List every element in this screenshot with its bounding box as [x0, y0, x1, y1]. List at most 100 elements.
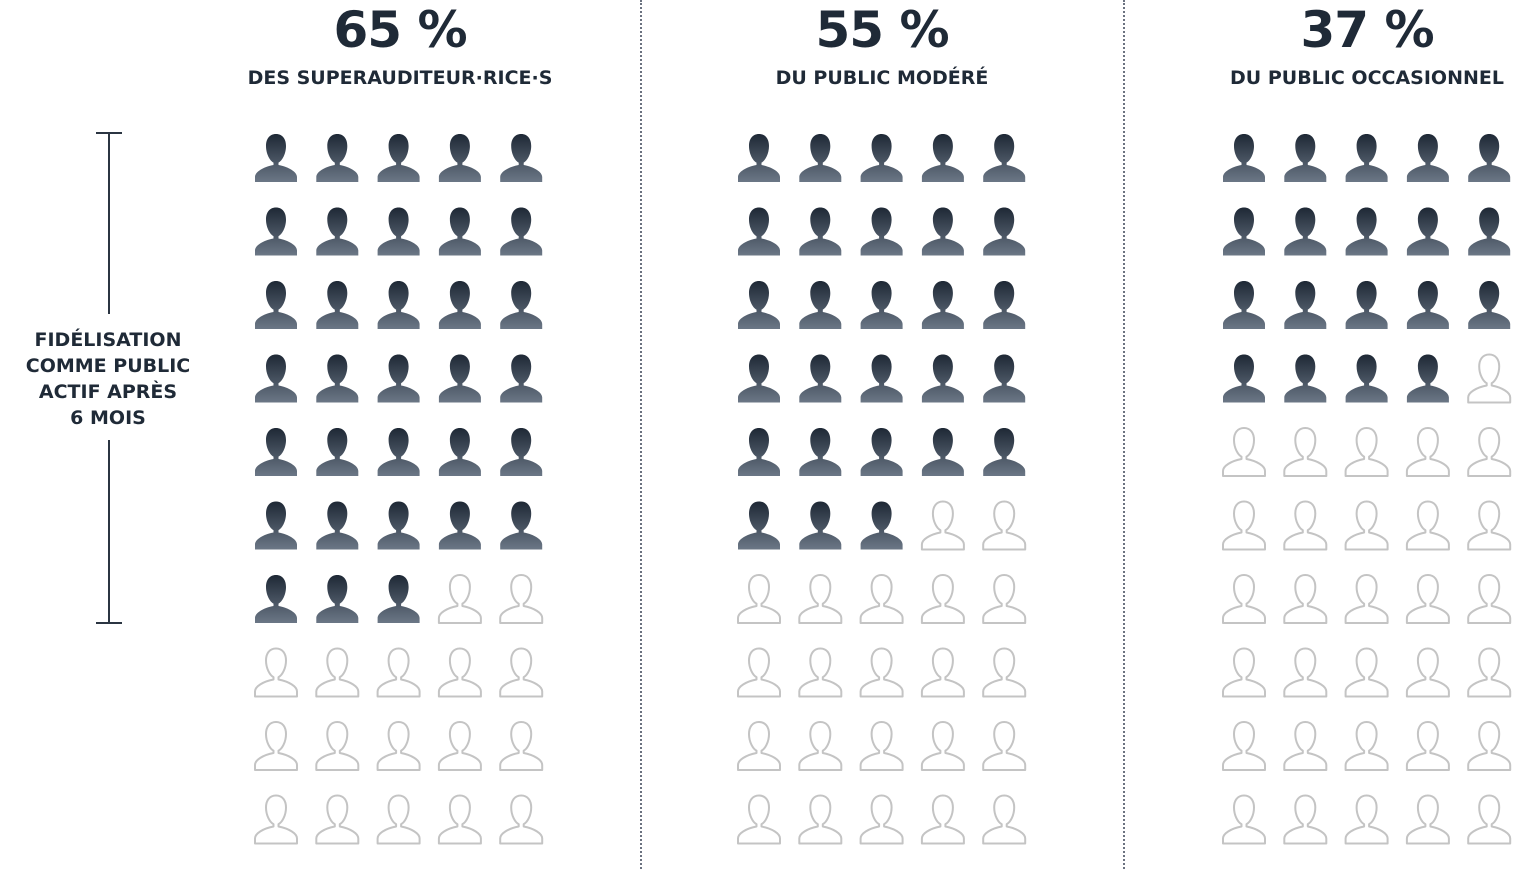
person-icon-filled: [438, 207, 481, 256]
person-icon-empty: [1405, 794, 1450, 845]
person-icon-empty: [1283, 794, 1328, 845]
person-icon-filled: [377, 281, 420, 329]
person-icon-filled: [860, 134, 903, 182]
person-icon-filled: [1223, 281, 1265, 329]
person-icon-empty: [1405, 427, 1450, 477]
person-icon-filled: [860, 207, 903, 256]
person-icon-empty: [920, 500, 965, 551]
person-icon-empty: [1467, 500, 1512, 551]
person-icon-filled: [377, 354, 420, 403]
person-icon-empty: [859, 721, 904, 771]
person-icon-empty: [1467, 427, 1512, 477]
person-icon-filled: [500, 428, 543, 476]
person-icon-empty: [1283, 647, 1328, 698]
person-icon-filled: [1284, 281, 1327, 329]
person-icon-empty: [376, 794, 421, 845]
person-icon-empty: [437, 721, 482, 771]
person-icon-empty: [315, 794, 360, 845]
person-icon-filled: [921, 207, 964, 256]
person-icon-empty: [1344, 647, 1389, 698]
person-icon-filled: [1223, 134, 1265, 182]
person-icon-empty: [920, 721, 965, 771]
percentage-value: 65 %: [333, 1, 467, 59]
person-icon-filled: [316, 281, 359, 329]
person-icon-empty: [499, 794, 544, 845]
person-icon-filled: [983, 354, 1026, 403]
person-icon-empty: [982, 647, 1027, 698]
person-icon-filled: [438, 501, 481, 550]
person-icon-empty: [1467, 647, 1512, 698]
person-icon-filled: [377, 134, 420, 182]
person-icon-filled: [255, 575, 297, 623]
person-icon-empty: [254, 721, 298, 771]
person-icon-filled: [377, 575, 420, 623]
person-icon-filled: [1284, 134, 1327, 182]
person-icon-filled: [500, 354, 543, 403]
person-icon-filled: [860, 428, 903, 476]
person-icon-empty: [315, 647, 360, 698]
person-icon-empty: [920, 574, 965, 624]
person-icon-filled: [1406, 354, 1449, 403]
person-icon-filled: [1406, 134, 1449, 182]
person-icon-empty: [499, 721, 544, 771]
person-icon-empty: [315, 721, 360, 771]
person-icon-filled: [983, 281, 1026, 329]
person-icon-empty: [1222, 427, 1266, 477]
person-icon-empty: [1344, 427, 1389, 477]
person-icon-empty: [737, 794, 781, 845]
person-icon-empty: [1344, 721, 1389, 771]
person-icon-filled: [1223, 207, 1265, 256]
person-icon-filled: [255, 281, 297, 329]
person-icon-empty: [1283, 721, 1328, 771]
person-icon-empty: [437, 574, 482, 624]
person-icon-empty: [1344, 574, 1389, 624]
person-icon-filled: [1345, 281, 1388, 329]
person-icon-filled: [377, 428, 420, 476]
percentage-value: 55 %: [815, 1, 949, 59]
person-icon-empty: [982, 794, 1027, 845]
person-icon-filled: [1468, 281, 1511, 329]
person-icon-empty: [1222, 721, 1266, 771]
retention-label-line: ACTIF APRÈS: [38, 381, 178, 403]
person-icon-filled: [500, 501, 543, 550]
person-icon-filled: [438, 354, 481, 403]
person-icon-empty: [798, 794, 843, 845]
percentage-value: 37 %: [1300, 1, 1434, 59]
person-icon-filled: [799, 354, 842, 403]
bracket-bottom-cap: [96, 622, 122, 624]
column-label: DU PUBLIC OCCASIONNEL: [1230, 67, 1504, 89]
person-icon-empty: [859, 794, 904, 845]
person-icon-empty: [859, 574, 904, 624]
retention-label: FIDÉLISATION COMME PUBLIC ACTIF APRÈS 6 …: [10, 327, 206, 431]
retention-label-line: COMME PUBLIC: [25, 355, 191, 377]
person-icon-empty: [1222, 500, 1266, 551]
person-icon-filled: [860, 501, 903, 550]
person-icon-filled: [921, 134, 964, 182]
person-icon-filled: [255, 354, 297, 403]
person-icon-filled: [799, 134, 842, 182]
person-icon-empty: [1344, 794, 1389, 845]
person-icon-filled: [255, 428, 297, 476]
person-icon-filled: [438, 134, 481, 182]
person-icon-filled: [1284, 207, 1327, 256]
bracket-line-top: [108, 133, 110, 314]
person-icon-filled: [738, 281, 780, 329]
person-icon-empty: [859, 647, 904, 698]
column-divider: [640, 0, 642, 869]
person-icon-empty: [920, 794, 965, 845]
person-icon-filled: [1345, 354, 1388, 403]
person-icon-empty: [737, 721, 781, 771]
person-icon-empty: [1222, 794, 1266, 845]
bracket-line-bottom: [108, 440, 110, 623]
person-icon-filled: [860, 281, 903, 329]
person-icon-filled: [738, 207, 780, 256]
person-icon-empty: [499, 574, 544, 624]
person-icon-filled: [799, 207, 842, 256]
person-icon-filled: [738, 134, 780, 182]
retention-label-line: FIDÉLISATION: [34, 329, 182, 351]
person-icon-empty: [254, 647, 298, 698]
person-icon-empty: [982, 500, 1027, 551]
person-icon-empty: [1405, 500, 1450, 551]
person-icon-empty: [798, 721, 843, 771]
